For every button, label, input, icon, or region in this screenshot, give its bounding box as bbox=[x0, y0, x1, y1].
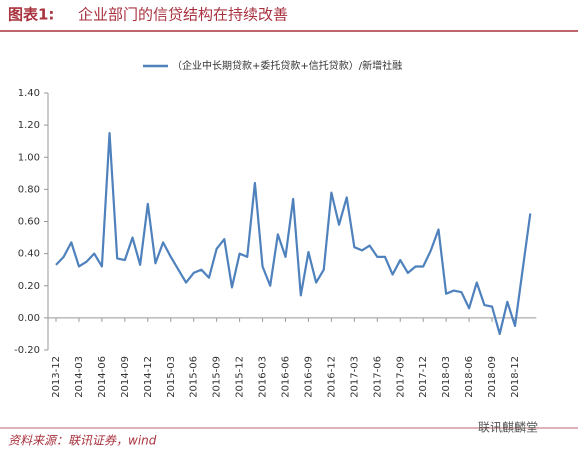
x-tick-label: 2017-09 bbox=[395, 356, 406, 398]
x-tick-label: 2016-03 bbox=[258, 356, 269, 398]
y-tick-label: 0.80 bbox=[18, 184, 40, 195]
y-tick-label: 1.00 bbox=[18, 152, 40, 163]
x-tick-label: 2017-12 bbox=[418, 356, 429, 398]
x-tick-label: 2016-09 bbox=[303, 356, 314, 398]
x-tick-label: 2014-06 bbox=[97, 356, 108, 398]
x-tick-label: 2018-12 bbox=[510, 356, 521, 398]
x-tick-label: 2015-06 bbox=[189, 356, 200, 398]
figure-title: 企业部门的信贷结构在持续改善 bbox=[78, 6, 288, 24]
x-tick-label: 2016-06 bbox=[281, 356, 292, 398]
y-tick-label: 1.40 bbox=[18, 88, 40, 99]
source: 资料来源：联讯证券，wind bbox=[8, 434, 157, 448]
y-tick-label: 0.00 bbox=[18, 313, 40, 324]
x-tick-label: 2015-03 bbox=[166, 356, 177, 398]
y-tick-label: 0.60 bbox=[18, 217, 40, 228]
legend-label: （企业中长期贷款+委托贷款+信托贷款）/新增社融 bbox=[172, 59, 402, 72]
x-tick-label: 2018-09 bbox=[487, 356, 498, 398]
y-tick-label: 0.20 bbox=[18, 281, 40, 292]
x-tick-label: 2018-03 bbox=[441, 356, 452, 398]
x-tick-label: 2014-03 bbox=[74, 356, 85, 398]
y-tick-label: 0.40 bbox=[18, 249, 40, 260]
watermark: 联讯麒麟堂 bbox=[478, 420, 538, 435]
x-tick-label: 2016-12 bbox=[326, 356, 337, 398]
series-line bbox=[55, 132, 532, 336]
x-tick-label: 2014-12 bbox=[143, 356, 154, 398]
x-tick-label: 2018-06 bbox=[464, 356, 475, 398]
x-tick-label: 2017-03 bbox=[349, 356, 360, 398]
y-tick-label: -0.20 bbox=[14, 345, 40, 356]
x-tick-label: 2013-12 bbox=[51, 356, 62, 398]
x-tick-label: 2015-12 bbox=[235, 356, 246, 398]
figure-label: 图表1: bbox=[8, 6, 54, 24]
x-tick-label: 2015-09 bbox=[212, 356, 223, 398]
x-tick-label: 2017-06 bbox=[372, 356, 383, 398]
y-tick-label: 1.20 bbox=[18, 120, 40, 131]
x-tick-label: 2014-09 bbox=[120, 356, 131, 398]
